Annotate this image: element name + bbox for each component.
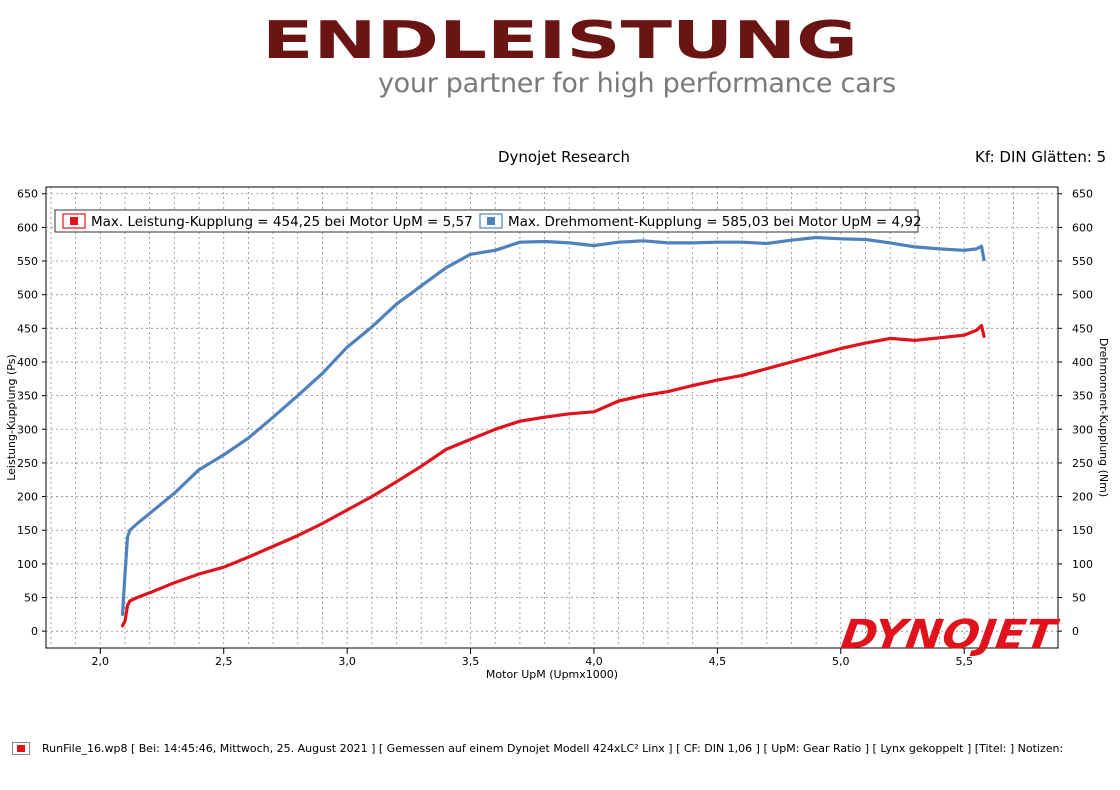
y-tick-label-right: 650 — [1072, 188, 1093, 201]
brand-name: ENDLEISTUNG — [262, 14, 858, 71]
y-tick-label-right: 350 — [1072, 390, 1093, 403]
legend-entry: Max. Drehmoment-Kupplung = 585,03 bei Mo… — [508, 214, 922, 230]
run-info-footer: RunFile_16.wp8 [ Bei: 14:45:46, Mittwoch… — [12, 742, 1063, 755]
y-tick-label-right: 200 — [1072, 491, 1093, 504]
legend-swatch — [70, 217, 78, 225]
y-tick-label-left: 350 — [17, 390, 38, 403]
x-tick-label: 2,0 — [92, 655, 110, 668]
y-tick-label-left: 600 — [17, 221, 38, 234]
x-tick-label: 4,5 — [709, 655, 727, 668]
x-tick-label: 5,5 — [955, 655, 973, 668]
brand-logo: ENDLEISTUNG — [262, 14, 858, 71]
y-tick-label-right: 550 — [1072, 255, 1093, 268]
brand-slogan: your partner for high performance cars — [378, 68, 896, 99]
legend-entry: Max. Leistung-Kupplung = 454,25 bei Moto… — [91, 214, 473, 230]
y-tick-label-right: 50 — [1072, 592, 1086, 605]
y-tick-label-left: 650 — [17, 188, 38, 201]
y-tick-label-right: 150 — [1072, 524, 1093, 537]
x-tick-label: 3,0 — [338, 655, 356, 668]
x-tick-label: 2,5 — [215, 655, 233, 668]
y-tick-label-right: 0 — [1072, 625, 1079, 638]
series-line-leistung — [120, 324, 986, 628]
y-tick-label-left: 250 — [17, 457, 38, 470]
dyno-chart: 0 0 50 50 100 100 150 150 200 200 250 250 300 300 350 3… — [5, 186, 1110, 681]
y-axis-label-right: Drehmoment-Kupplung (Nm) — [1097, 338, 1110, 497]
y-axis-label-left: Leistung-Kupplung (Ps) — [5, 354, 18, 481]
x-tick-label: 3,5 — [462, 655, 480, 668]
run-color-swatch — [12, 742, 30, 755]
y-tick-label-left: 500 — [17, 289, 38, 302]
y-tick-label-right: 250 — [1072, 457, 1093, 470]
y-tick-label-right: 500 — [1072, 289, 1093, 302]
y-tick-label-right: 300 — [1072, 423, 1093, 436]
y-tick-label-left: 200 — [17, 491, 38, 504]
series-line-drehmoment — [120, 235, 986, 616]
chart-subtitle: Kf: DIN Glätten: 5 — [975, 148, 1107, 166]
x-axis-label: Motor UpM (Upmx1000) — [486, 668, 618, 681]
x-tick-label: 4,0 — [585, 655, 603, 668]
chart-title: Dynojet Research — [498, 148, 630, 166]
run-info-text: RunFile_16.wp8 [ Bei: 14:45:46, Mittwoch… — [42, 742, 1064, 755]
y-tick-label-right: 400 — [1072, 356, 1093, 369]
y-tick-label-left: 100 — [17, 558, 38, 571]
x-tick-label: 5,0 — [832, 655, 850, 668]
y-tick-label-left: 300 — [17, 423, 38, 436]
legend-swatch — [487, 217, 495, 225]
y-tick-label-left: 0 — [31, 625, 38, 638]
y-tick-label-left: 450 — [17, 322, 38, 335]
y-tick-label-left: 550 — [17, 255, 38, 268]
y-tick-label-left: 400 — [17, 356, 38, 369]
y-tick-label-right: 100 — [1072, 558, 1093, 571]
dynojet-watermark: DYNOJET — [838, 612, 1062, 658]
y-tick-label-left: 50 — [24, 592, 38, 605]
y-tick-label-left: 150 — [17, 524, 38, 537]
y-tick-label-right: 450 — [1072, 322, 1093, 335]
y-tick-label-right: 600 — [1072, 221, 1093, 234]
